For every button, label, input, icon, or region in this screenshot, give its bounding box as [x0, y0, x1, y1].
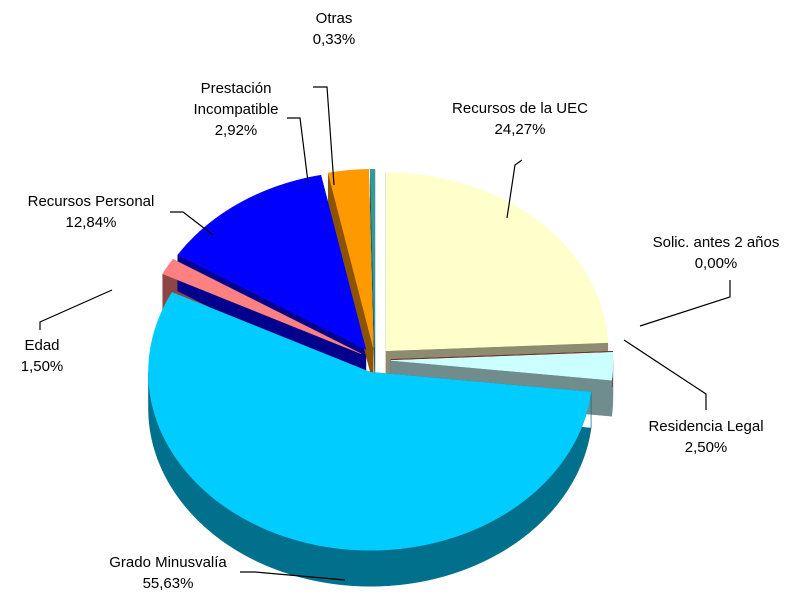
slice-label: Prestación Incompatible 2,92%: [186, 78, 286, 141]
slice: [148, 292, 592, 551]
category-label: Otras: [315, 10, 353, 27]
category-label: Residencia Legal: [648, 418, 764, 435]
leader-line: [170, 211, 214, 236]
leader-line: [639, 280, 731, 327]
slice: [162, 258, 362, 354]
slice: [369, 168, 376, 348]
leader-line: [623, 339, 707, 410]
slice-label: Grado Minusvalía 55,63%: [109, 552, 227, 594]
value-label: 2,50%: [684, 439, 728, 456]
value-label: 0,33%: [312, 31, 356, 48]
slice-label: Edad 1,50%: [21, 335, 64, 377]
value-label: 1,50%: [20, 358, 64, 375]
category-label: Solic. antes 2 años: [652, 234, 780, 251]
slice-label: Recursos de la UEC 24,27%: [452, 98, 588, 140]
leader-line: [506, 159, 523, 219]
value-label: 24,27%: [494, 121, 546, 138]
value-label: 2,92%: [214, 122, 258, 139]
value-label: 55,63%: [142, 575, 194, 592]
category-label: Recursos de la UEC: [452, 100, 588, 117]
slice-label: Solic. antes 2 años 0,00%: [653, 232, 780, 274]
value-label: 0,00%: [694, 255, 738, 272]
leader-line: [39, 289, 113, 330]
leader-lines: [39, 86, 731, 581]
slice-label: Residencia Legal 2,50%: [648, 416, 763, 458]
slice: [385, 172, 609, 352]
slice: [390, 352, 614, 381]
category-label: Recursos Personal: [27, 193, 155, 210]
slice-tops: [148, 168, 614, 551]
leader-line: [287, 117, 309, 183]
slice: [327, 169, 374, 348]
value-label: 12,84%: [65, 214, 117, 231]
slice-label: Recursos Personal 12,84%: [28, 191, 155, 233]
slice-label: Otras 0,33%: [313, 8, 356, 50]
slice: [177, 174, 367, 350]
leader-line: [240, 571, 346, 581]
slice: [390, 351, 613, 360]
leader-line: [313, 86, 335, 186]
category-label: Prestación Incompatible: [193, 80, 279, 118]
category-label: Edad: [24, 337, 60, 354]
category-label: Grado Minusvalía: [109, 554, 227, 571]
